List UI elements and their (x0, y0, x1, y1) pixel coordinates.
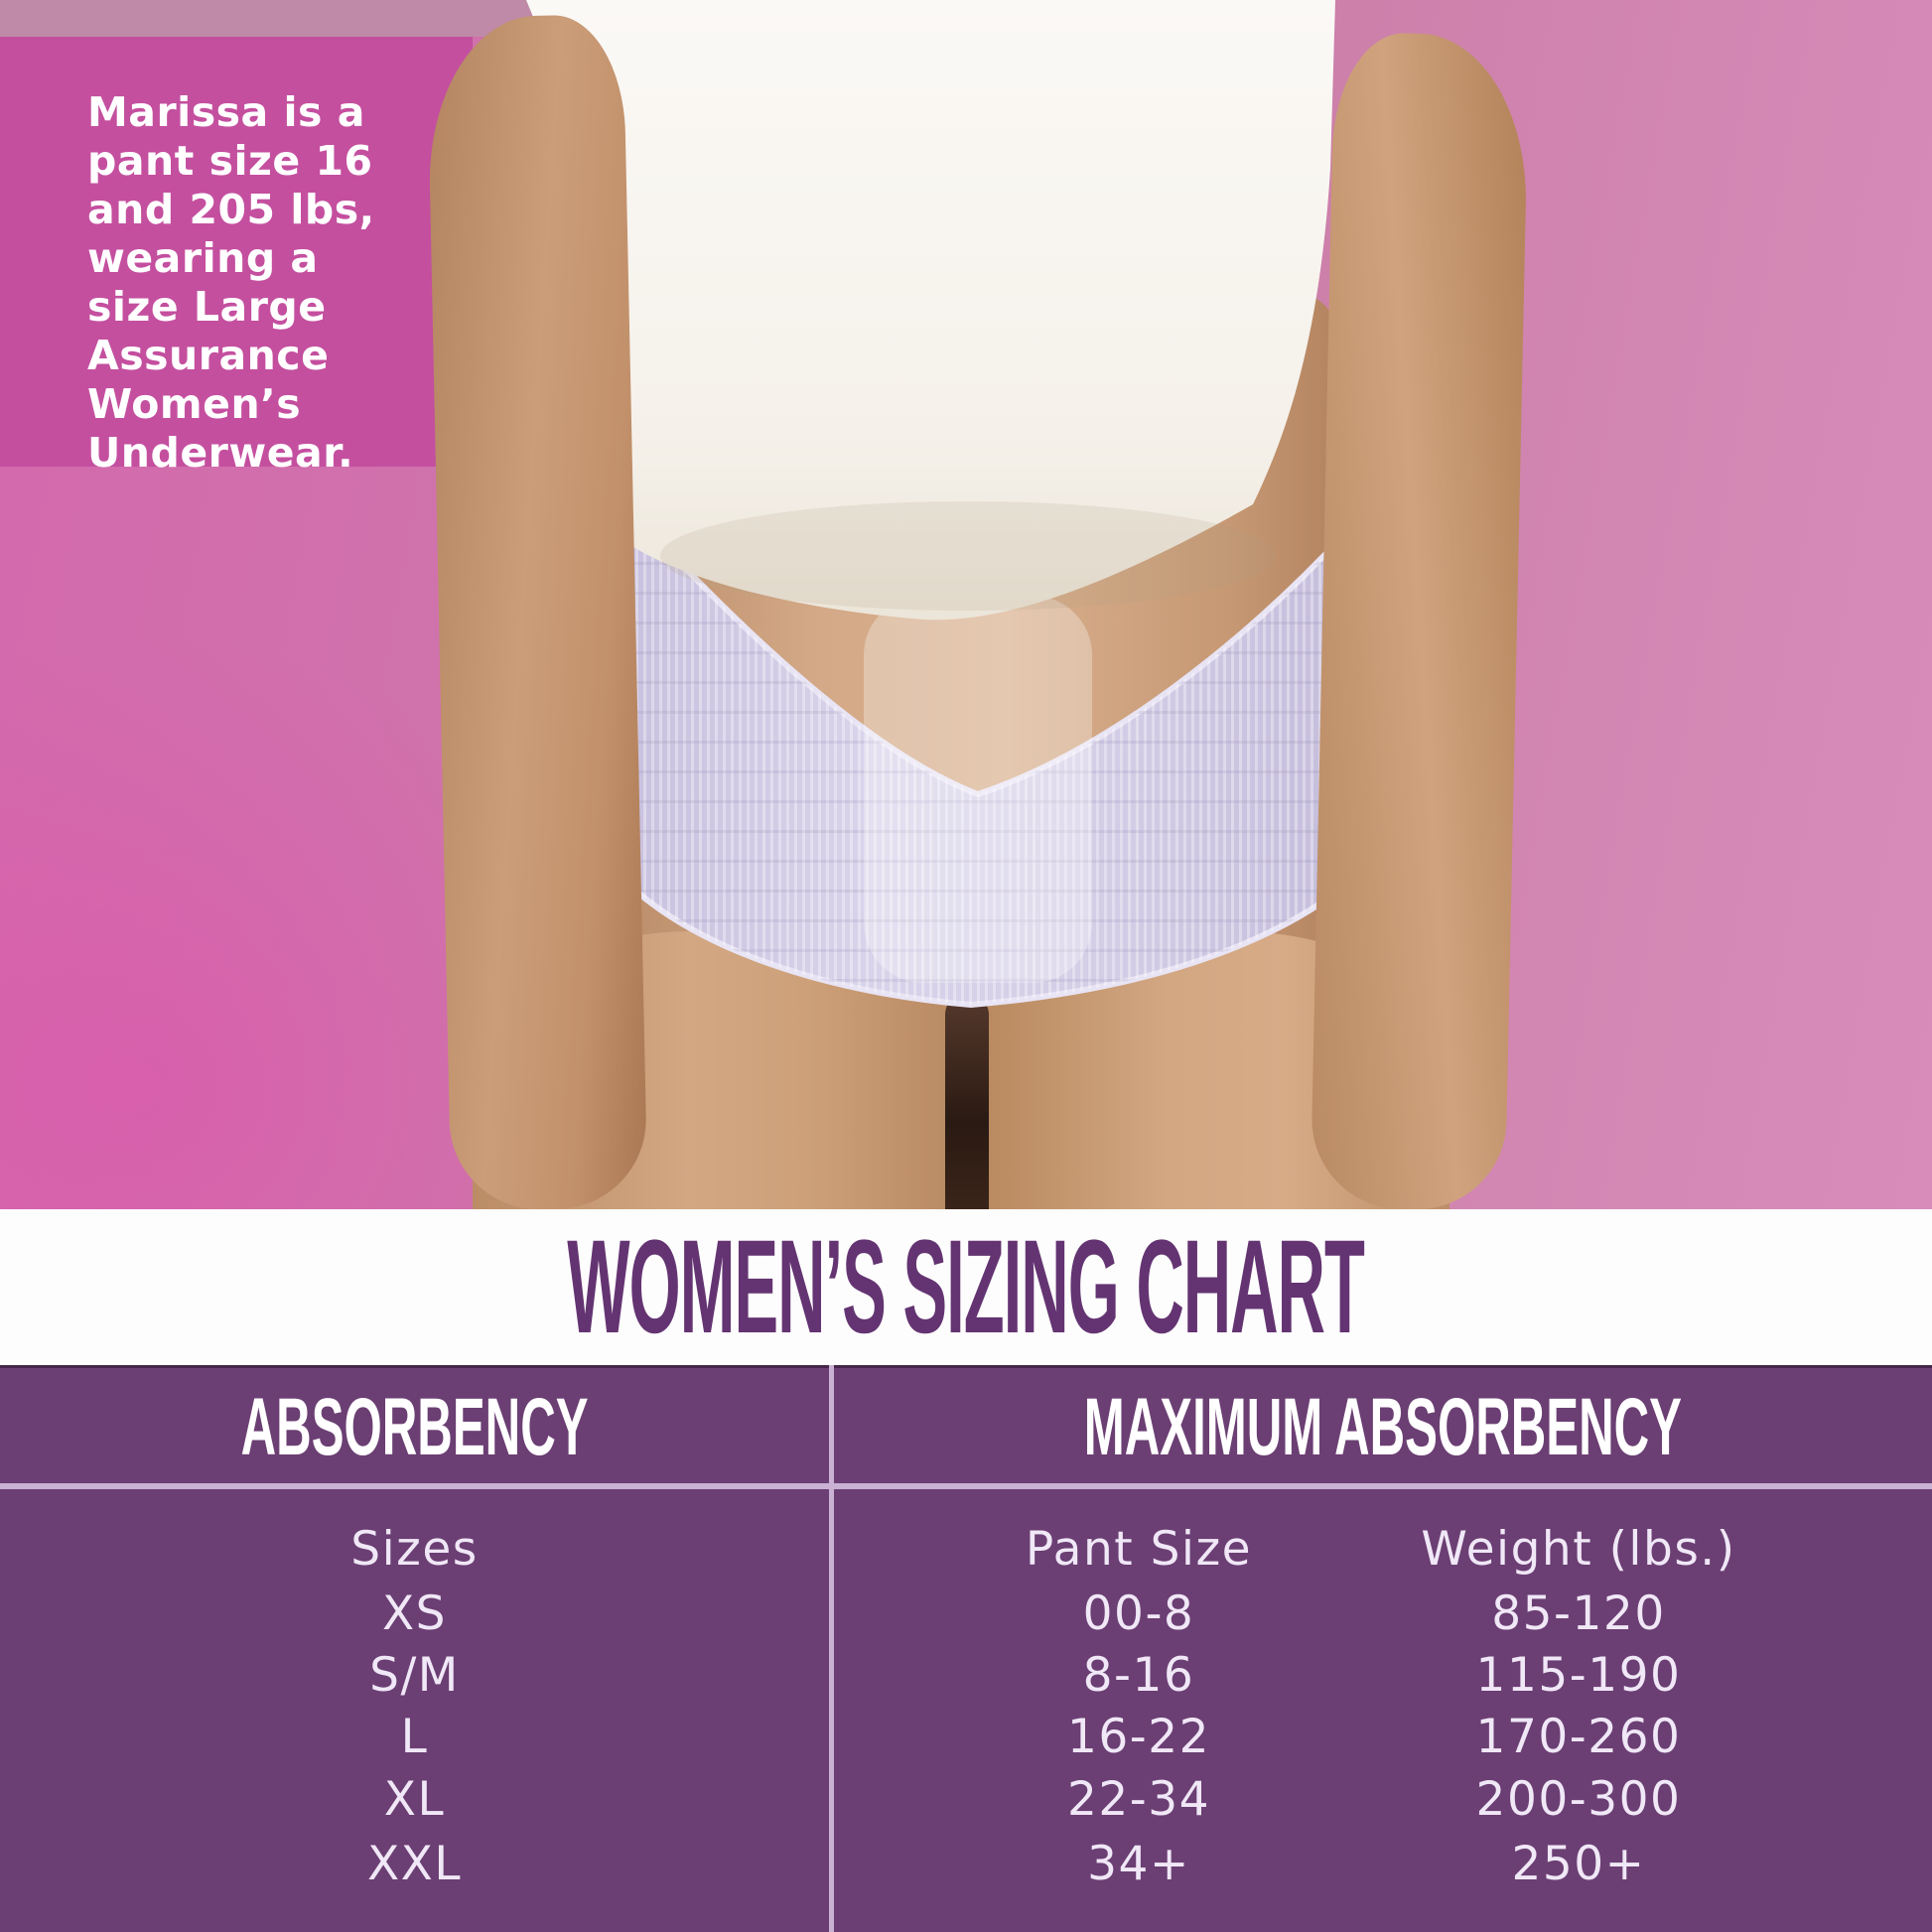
column-header-sizes: Sizes (350, 1521, 479, 1577)
maximum-absorbency-header-label: MAXIMUM ABSORBENCY (1083, 1381, 1683, 1472)
model-garments (526, 0, 1403, 1009)
table-row-size: XL (383, 1771, 446, 1827)
tank-top-shape (526, 0, 1335, 621)
underwear-shape (576, 496, 1403, 1009)
caption-line: pant size 16 (87, 137, 373, 185)
caption-line: Underwear. (87, 429, 354, 477)
absorbency-header-cell: ABSORBENCY (0, 1371, 829, 1483)
table-row-size: L (400, 1709, 429, 1764)
caption-line: and 205 lbs, (87, 186, 375, 233)
table-row-weight: 85-120 (1491, 1586, 1666, 1641)
table-row-weight: 115-190 (1475, 1647, 1682, 1703)
table-header-divider (0, 1483, 1932, 1489)
sizing-chart-title: WOMEN’S SIZING CHART (567, 1213, 1366, 1361)
caption-line: Women’s (87, 380, 302, 428)
table-row-pant: 34+ (1087, 1836, 1190, 1891)
table-row-weight: 200-300 (1475, 1771, 1682, 1827)
table-vertical-divider (829, 1365, 834, 1932)
model-right-arm (1310, 32, 1530, 1211)
maximum-absorbency-header-cell: MAXIMUM ABSORBENCY (834, 1371, 1932, 1483)
table-row-weight: 250+ (1511, 1836, 1646, 1891)
model-photo-section: Marissa is a pant size 16 and 205 lbs, w… (0, 0, 1932, 1211)
sizing-chart-title-band: WOMEN’S SIZING CHART (0, 1209, 1932, 1365)
column-header-pant-size: Pant Size (1025, 1521, 1253, 1577)
table-row-pant: 00-8 (1082, 1586, 1195, 1641)
model-caption-box: Marissa is a pant size 16 and 205 lbs, w… (0, 37, 473, 477)
caption-line: Assurance (87, 332, 330, 379)
caption-line: Marissa is a (87, 88, 365, 136)
table-row-size: S/M (369, 1647, 460, 1703)
absorbency-header-label: ABSORBENCY (240, 1381, 589, 1472)
thigh-shadow (945, 993, 989, 1209)
table-row-weight: 170-260 (1475, 1709, 1682, 1764)
caption-line: wearing a (87, 234, 319, 282)
caption-line: size Large (87, 283, 327, 331)
model-left-arm (426, 14, 648, 1211)
sizing-table (0, 1365, 1932, 1932)
table-row-pant: 8-16 (1082, 1647, 1195, 1703)
table-row-pant: 22-34 (1066, 1771, 1211, 1827)
table-row-size: XS (381, 1586, 448, 1641)
table-row-pant: 16-22 (1066, 1709, 1211, 1764)
table-row-size: XXL (366, 1836, 463, 1891)
column-header-weight: Weight (lbs.) (1421, 1521, 1736, 1577)
